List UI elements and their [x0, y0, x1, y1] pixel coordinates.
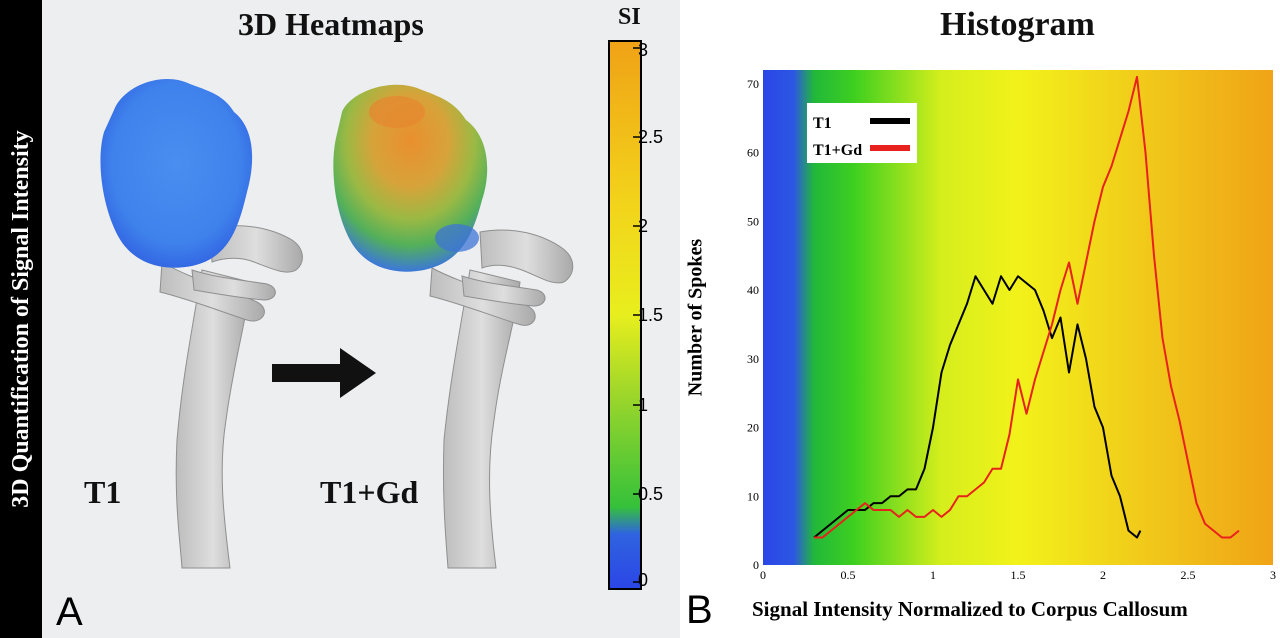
colorbar-tick: 2	[638, 216, 649, 236]
legend-swatch-t1	[870, 118, 910, 124]
colorbar-tick: 0	[638, 570, 649, 590]
arrow-icon	[272, 348, 376, 398]
panel-a-letter: A	[56, 590, 83, 634]
colorbar-tick: 0.5	[638, 484, 664, 504]
aneurysm-t1-gd	[333, 84, 488, 272]
x-tick-label: 0	[760, 568, 766, 582]
vessel-right	[429, 229, 574, 569]
y-tick-label: 10	[747, 489, 759, 503]
y-tick-label: 40	[747, 283, 759, 297]
series-line-t1-gd	[814, 75, 1240, 539]
x-tick-label: 1	[930, 568, 936, 582]
legend-label-t1-gd: T1+Gd	[813, 142, 862, 159]
y-tick-label: 50	[747, 214, 759, 228]
legend-swatch-t1-gd	[870, 145, 910, 151]
y-tick-label: 70	[747, 77, 759, 91]
panel-b-letter: B	[686, 588, 713, 632]
side-bar: 3D Quantification of Signal Intensity	[0, 0, 42, 638]
y-tick-label: 60	[747, 146, 759, 160]
heatmap-illustration	[100, 40, 642, 590]
label-t1: T1	[84, 474, 122, 510]
x-axis-label: Signal Intensity Normalized to Corpus Ca…	[752, 597, 1188, 621]
coldspot	[435, 224, 479, 252]
x-tick-label: 2	[1100, 568, 1106, 582]
y-tick-label: 20	[747, 421, 759, 435]
x-tick-label: 2.5	[1181, 568, 1196, 582]
y-tick-label: 30	[747, 352, 759, 366]
colorbar-tick: 1	[638, 395, 649, 415]
x-tick-label: 0.5	[841, 568, 856, 582]
colorbar-label: SI	[618, 4, 641, 30]
legend-label-t1: T1	[813, 115, 832, 132]
panel-b: Histogram B 0 0.5 1 1.5 2 2.5 3 0 10 20 30 40 50 60 70…	[680, 0, 1280, 638]
y-axis-label: Number of Spokes	[684, 238, 707, 397]
label-t1-gd: T1+Gd	[320, 474, 419, 510]
x-tick-label: 3	[1270, 568, 1276, 582]
panel-a: 3D Heatmaps	[42, 0, 680, 638]
colorbar-tick: 3	[638, 40, 649, 60]
aneurysm-t1	[100, 79, 253, 268]
colorbar-tick: 2.5	[638, 127, 664, 147]
y-tick-label: 0	[753, 558, 759, 572]
vessel-left	[159, 225, 303, 569]
x-tick-label: 1.5	[1011, 568, 1026, 582]
hotspot	[369, 96, 425, 128]
panel-a-title: 3D Heatmaps	[238, 6, 424, 42]
legend: T1 T1+Gd	[807, 103, 917, 163]
colorbar-tick: 1.5	[638, 305, 664, 325]
panel-b-title: Histogram	[940, 6, 1095, 43]
side-label: 3D Quantification of Signal Intensity	[8, 130, 34, 508]
